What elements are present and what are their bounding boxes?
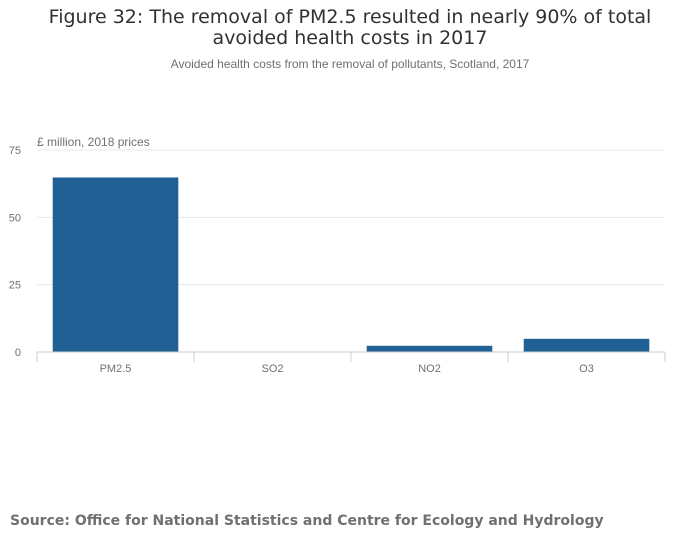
- y-axis-label: £ million, 2018 prices: [37, 135, 150, 149]
- x-tick-labels: PM2.5 SO2 NO2 O3: [100, 363, 594, 375]
- y-tick-label: 50: [9, 212, 21, 224]
- y-tick-label: 0: [15, 347, 21, 359]
- x-tick-label: NO2: [418, 363, 441, 375]
- x-tick-label: O3: [579, 363, 594, 375]
- x-tick-label: PM2.5: [100, 363, 132, 375]
- bar-chart: 0 25 50 75 PM2.5 SO2 NO2 O3: [9, 145, 666, 375]
- y-tick-label: 25: [9, 280, 21, 292]
- y-tick-labels: 0 25 50 75: [9, 145, 21, 359]
- chart-subtitle: Avoided health costs from the removal of…: [170, 57, 530, 71]
- x-tick-label: SO2: [261, 363, 283, 375]
- source-note: Source: Office for National Statistics a…: [10, 513, 604, 529]
- bar-pm25[interactable]: [52, 177, 179, 352]
- y-tick-label: 75: [9, 145, 21, 157]
- chart-title: Figure 32: The removal of PM2.5 resulted…: [48, 6, 652, 49]
- bars: [52, 177, 650, 352]
- x-axis: [36, 351, 666, 362]
- bar-o3[interactable]: [523, 338, 650, 352]
- bar-no2[interactable]: [366, 345, 493, 352]
